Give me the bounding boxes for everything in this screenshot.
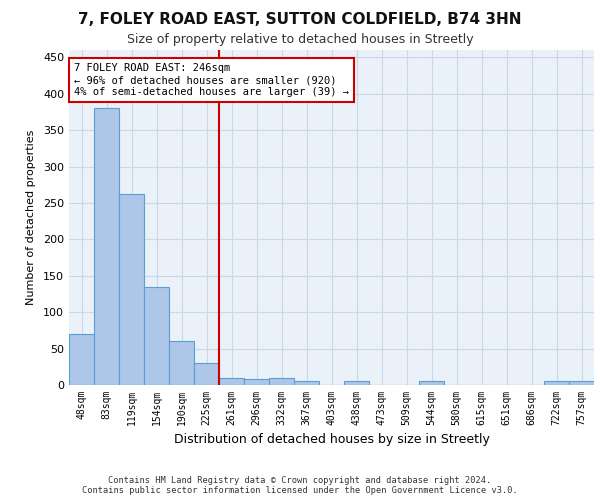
Text: Contains HM Land Registry data © Crown copyright and database right 2024.
Contai: Contains HM Land Registry data © Crown c… — [82, 476, 518, 495]
X-axis label: Distribution of detached houses by size in Streetly: Distribution of detached houses by size … — [173, 434, 490, 446]
Y-axis label: Number of detached properties: Number of detached properties — [26, 130, 36, 305]
Bar — [569, 382, 594, 385]
Bar — [219, 378, 244, 385]
Bar — [119, 194, 144, 385]
Text: 7, FOLEY ROAD EAST, SUTTON COLDFIELD, B74 3HN: 7, FOLEY ROAD EAST, SUTTON COLDFIELD, B7… — [78, 12, 522, 28]
Bar — [419, 382, 444, 385]
Bar — [194, 363, 219, 385]
Bar — [144, 286, 169, 385]
Bar — [94, 108, 119, 385]
Bar — [294, 382, 319, 385]
Bar — [269, 378, 294, 385]
Bar — [544, 382, 569, 385]
Bar — [69, 334, 94, 385]
Bar — [244, 379, 269, 385]
Text: 7 FOLEY ROAD EAST: 246sqm
← 96% of detached houses are smaller (920)
4% of semi-: 7 FOLEY ROAD EAST: 246sqm ← 96% of detac… — [74, 64, 349, 96]
Text: Size of property relative to detached houses in Streetly: Size of property relative to detached ho… — [127, 32, 473, 46]
Bar — [344, 382, 369, 385]
Bar — [169, 342, 194, 385]
